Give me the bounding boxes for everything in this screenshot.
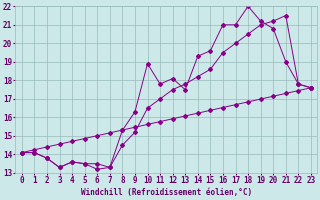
X-axis label: Windchill (Refroidissement éolien,°C): Windchill (Refroidissement éolien,°C) xyxy=(81,188,252,197)
